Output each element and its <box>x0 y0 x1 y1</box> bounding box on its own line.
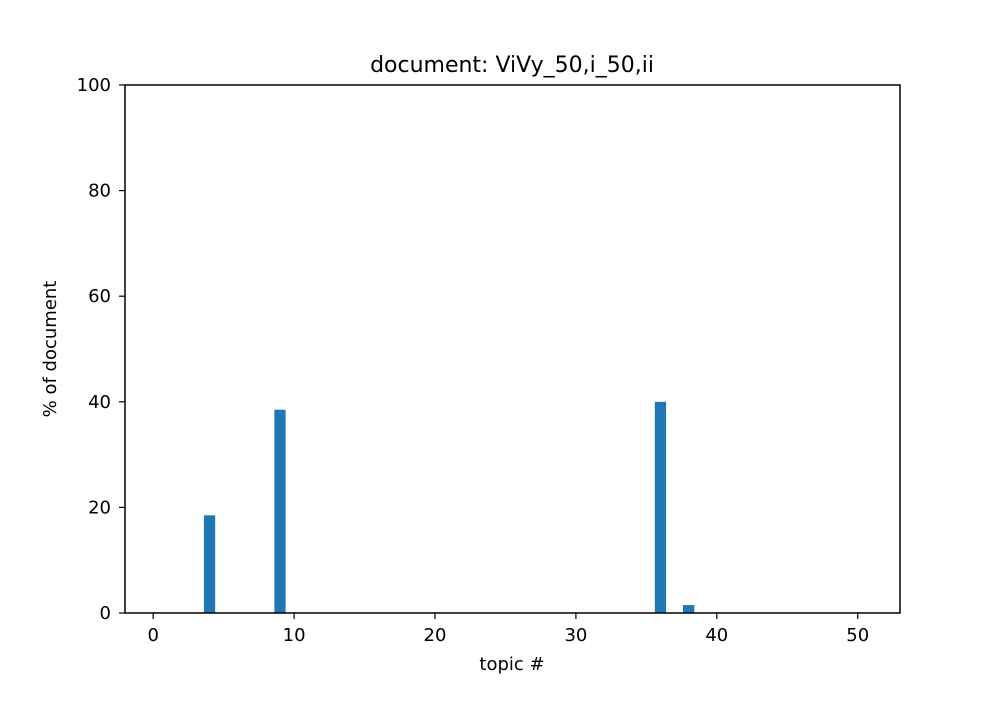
bars-group <box>203 401 695 613</box>
y-tick-label: 0 <box>100 603 111 624</box>
bar-topic-38 <box>683 605 695 613</box>
y-axis: 0 20 40 60 80 100 <box>77 75 125 624</box>
x-axis-label: topic # <box>479 654 544 675</box>
x-axis: 0 10 20 30 40 50 <box>147 613 869 646</box>
y-tick-label: 80 <box>88 181 111 202</box>
x-tick-label: 40 <box>705 625 728 646</box>
y-tick-label: 100 <box>77 75 111 96</box>
x-tick-label: 50 <box>846 625 869 646</box>
plot-area-frame <box>124 84 901 614</box>
chart-title: document: ViVy_50,i_50,ii <box>370 53 654 78</box>
bar-topic-4 <box>203 515 216 613</box>
y-tick-label: 60 <box>88 286 111 307</box>
y-tick-label: 40 <box>88 392 111 413</box>
x-tick-label: 20 <box>424 625 447 646</box>
x-tick-label: 0 <box>147 625 158 646</box>
bar-topic-36 <box>654 401 667 613</box>
x-tick-label: 30 <box>564 625 587 646</box>
bar-topic-9 <box>274 409 286 613</box>
y-axis-label: % of document <box>40 281 61 418</box>
x-tick-label: 10 <box>283 625 306 646</box>
y-tick-label: 20 <box>88 497 111 518</box>
